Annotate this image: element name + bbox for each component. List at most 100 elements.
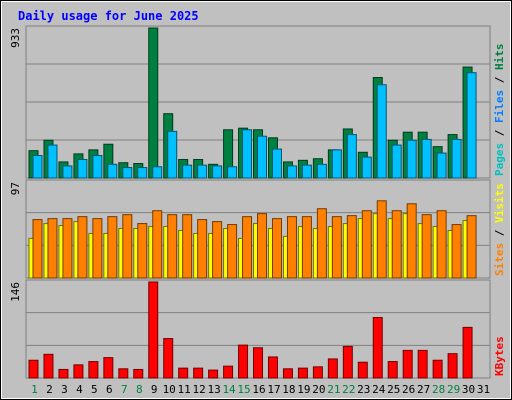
- bar-sites-day-4: [77, 216, 88, 279]
- bar-files-day-12: [197, 164, 208, 179]
- chart-panels: 933 Pages / Files / Hits 97 Sites / Visits 1…: [9, 25, 506, 379]
- legend-pfh: Pages / Files / Hits: [493, 44, 506, 177]
- day-label-6: 6: [106, 383, 113, 396]
- bar-files-day-3: [62, 165, 73, 179]
- day-label-14: 14: [222, 383, 236, 396]
- bar-files-day-4: [77, 159, 88, 179]
- day-label-5: 5: [91, 383, 98, 396]
- bar-kbytes-day-24: [372, 317, 383, 379]
- day-label-31: 31: [477, 383, 490, 396]
- day-label-18: 18: [282, 383, 295, 396]
- bar-files-day-6: [107, 163, 118, 179]
- day-label-4: 4: [76, 383, 83, 396]
- bar-sites-day-10: [167, 214, 178, 279]
- bar-kbytes-day-3: [58, 368, 69, 379]
- bar-files-day-17: [271, 148, 282, 179]
- bar-kbytes-day-14: [223, 365, 234, 379]
- bar-files-day-8: [137, 167, 148, 179]
- bar-kbytes-day-26: [402, 349, 413, 379]
- bar-files-day-7: [122, 167, 133, 179]
- bar-kbytes-day-1: [28, 359, 39, 379]
- bar-files-day-30: [466, 72, 477, 179]
- bar-sites-day-25: [391, 210, 402, 279]
- legend-entry: Sites: [493, 243, 506, 276]
- legend-entry: Pages: [493, 143, 506, 176]
- bar-kbytes-day-4: [73, 364, 84, 379]
- y-max-label: 933: [9, 28, 22, 48]
- bar-sites-day-14: [227, 224, 238, 279]
- day-label-7: 7: [121, 383, 128, 396]
- bar-files-day-19: [301, 164, 312, 179]
- day-label-9: 9: [151, 383, 158, 396]
- bar-kbytes-day-5: [88, 361, 99, 379]
- bar-files-day-15: [242, 129, 253, 179]
- bar-files-day-24: [376, 84, 387, 179]
- bar-sites-day-26: [406, 203, 417, 279]
- day-label-24: 24: [372, 383, 386, 396]
- bar-files-day-29: [451, 138, 462, 179]
- bar-files-day-16: [257, 135, 268, 179]
- legend-entry: /: [493, 70, 506, 90]
- bar-sites-day-27: [421, 214, 432, 279]
- bar-sites-day-6: [107, 216, 118, 279]
- bar-files-day-25: [391, 144, 402, 179]
- bar-kbytes-day-12: [193, 367, 204, 379]
- bar-files-day-18: [286, 165, 297, 179]
- bar-kbytes-day-17: [267, 356, 278, 379]
- bar-kbytes-day-23: [357, 361, 368, 379]
- day-label-3: 3: [61, 383, 68, 396]
- bar-files-day-14: [227, 166, 238, 179]
- bar-kbytes-day-20: [312, 366, 323, 379]
- bar-kbytes-day-27: [417, 349, 428, 379]
- bar-kbytes-day-22: [342, 345, 353, 379]
- bar-files-day-26: [406, 139, 417, 179]
- day-label-30: 30: [462, 383, 475, 396]
- bar-files-day-2: [47, 144, 58, 179]
- day-label-20: 20: [312, 383, 325, 396]
- bar-kbytes-day-15: [238, 344, 249, 379]
- day-label-16: 16: [252, 383, 265, 396]
- bar-sites-day-22: [346, 215, 357, 279]
- bar-files-day-10: [167, 130, 178, 179]
- bar-kbytes-day-28: [432, 359, 443, 379]
- bar-files-day-21: [331, 149, 342, 179]
- bar-kbytes-day-13: [208, 369, 219, 379]
- day-label-11: 11: [178, 383, 191, 396]
- bar-files-day-23: [361, 156, 372, 179]
- bar-kbytes-day-11: [178, 367, 189, 379]
- legend-entry: Files: [493, 90, 506, 123]
- bar-files-day-20: [316, 163, 327, 179]
- bar-sites-day-29: [451, 224, 462, 279]
- bar-kbytes-day-16: [253, 347, 264, 379]
- bar-files-day-22: [346, 134, 357, 179]
- bar-sites-day-11: [182, 214, 193, 279]
- bar-sites-day-21: [331, 216, 342, 279]
- bar-files-day-13: [212, 165, 223, 179]
- bar-kbytes-day-21: [327, 358, 338, 379]
- bar-sites-day-5: [92, 218, 103, 279]
- bar-kbytes-day-29: [447, 353, 458, 379]
- bar-kbytes-day-30: [462, 326, 473, 379]
- bar-files-day-1: [32, 154, 43, 179]
- sites-visits-panel: 97 Sites / Visits: [9, 179, 506, 279]
- bar-files-day-11: [182, 164, 193, 179]
- legend-entry: Hits: [493, 44, 506, 71]
- day-label-29: 29: [447, 383, 460, 396]
- day-label-23: 23: [357, 383, 370, 396]
- day-label-13: 13: [207, 383, 220, 396]
- bar-kbytes-day-9: [148, 281, 159, 379]
- day-label-25: 25: [387, 383, 400, 396]
- bar-files-day-9: [152, 166, 163, 179]
- day-label-1: 1: [31, 383, 38, 396]
- bar-kbytes-day-2: [43, 353, 54, 379]
- day-label-19: 19: [297, 383, 310, 396]
- day-label-17: 17: [267, 383, 280, 396]
- bar-kbytes-day-10: [163, 338, 174, 379]
- bar-sites-day-15: [242, 216, 253, 279]
- legend-sv: Sites / Visits: [493, 183, 506, 276]
- bar-sites-day-1: [32, 219, 43, 279]
- bar-kbytes-day-6: [103, 357, 114, 379]
